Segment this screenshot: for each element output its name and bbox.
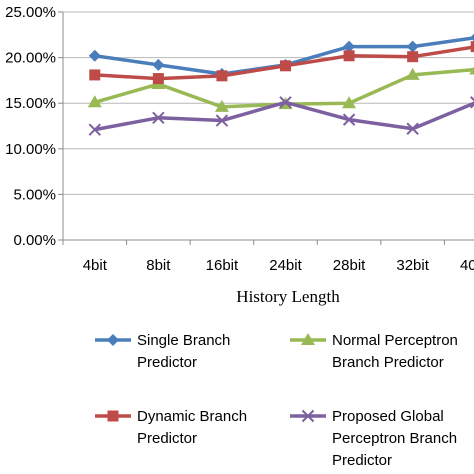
data-point (89, 69, 101, 81)
y-tick-label: 25.00% (5, 4, 56, 21)
data-point (470, 41, 474, 53)
data-point (342, 96, 357, 109)
data-point (88, 49, 101, 62)
data-point (216, 70, 228, 82)
data-point (469, 66, 474, 75)
x-tick-label: 4bit (83, 257, 108, 274)
legend-label: Predictor (332, 452, 392, 469)
x-tick-label: 40bit (460, 257, 474, 274)
legend-item: Normal Perceptron Branch Predictor (290, 332, 458, 371)
legend-label: Predictor (137, 354, 197, 371)
data-point (152, 111, 165, 124)
data-point (406, 40, 419, 53)
legend-label: Branch Predictor (332, 354, 444, 371)
data-point (152, 58, 165, 71)
data-point (88, 123, 101, 136)
legend-item: Proposed Global Perceptron Branch Predicto… (290, 408, 457, 469)
x-tick-labels: 4bit 8bit 16bit 24bit 28bit 32bit 40bit (83, 257, 474, 274)
x-tick-label: 28bit (333, 257, 366, 274)
data-point (215, 114, 229, 127)
y-tick-label: 20.00% (5, 50, 56, 67)
data-point (405, 67, 420, 80)
series-3 (89, 41, 474, 85)
y-tick-label: 15.00% (5, 95, 56, 112)
y-tick-label: 0.00% (13, 232, 56, 249)
series-4 (88, 96, 474, 136)
data-point (87, 95, 102, 108)
legend-marker (301, 333, 315, 345)
y-tick-label: 5.00% (13, 186, 56, 203)
data-point (470, 33, 474, 42)
legend-label: Normal Perceptron (332, 332, 458, 349)
legend-label: Predictor (137, 430, 197, 447)
data-point (407, 51, 419, 63)
legend-label: Dynamic Branch (137, 408, 247, 425)
data-point (342, 113, 356, 126)
x-tick-label: 8bit (146, 257, 171, 274)
legend-item: Dynamic Branch Predictor (95, 408, 247, 447)
legend: Single Branch Predictor Normal Perceptron B… (95, 332, 458, 469)
data-point (343, 40, 356, 53)
data-point (280, 60, 291, 72)
data-point (470, 96, 474, 109)
x-tick-label: 16bit (206, 257, 239, 274)
data-point (214, 99, 229, 112)
y-tick-labels: 0.00% 5.00% 10.00% 15.00% 20.00% 25.00% (5, 4, 56, 249)
legend-marker (301, 409, 315, 423)
data-point (343, 50, 355, 62)
data-point (152, 73, 164, 85)
x-tick-label: 32bit (396, 257, 429, 274)
x-tick-label: 24bit (269, 257, 302, 274)
legend-marker (107, 334, 119, 346)
legend-label: Single Branch (137, 332, 230, 349)
data-point (279, 96, 292, 109)
data-point (406, 122, 419, 135)
axes (58, 11, 474, 245)
legend-marker (107, 410, 119, 422)
legend-item: Single Branch Predictor (95, 332, 230, 371)
legend-label: Perceptron Branch (332, 430, 457, 447)
legend-label: Proposed Global (332, 408, 444, 425)
x-axis-label: History Length (236, 287, 340, 306)
series-group (87, 33, 474, 136)
y-tick-label: 10.00% (5, 141, 56, 158)
